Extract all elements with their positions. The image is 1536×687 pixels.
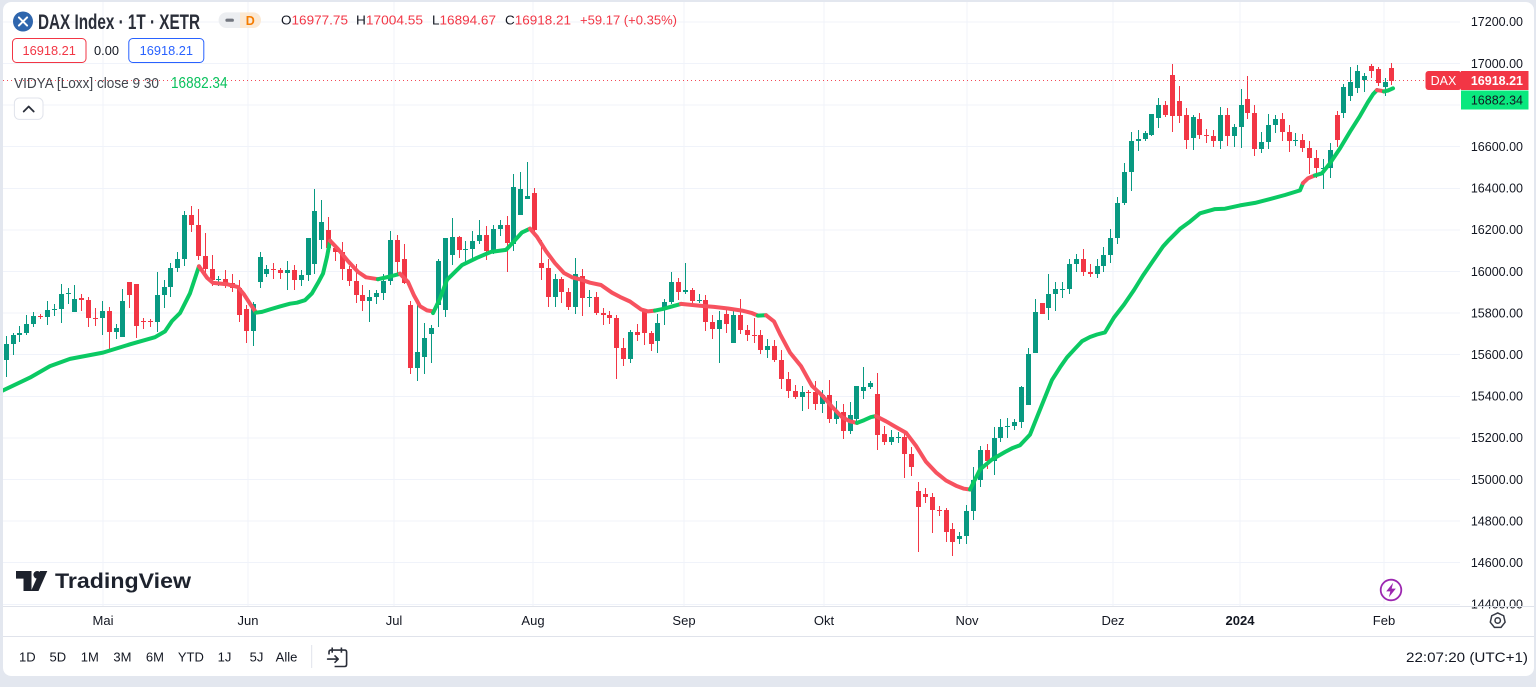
svg-text:1J: 1J	[218, 650, 232, 665]
svg-text:D: D	[246, 14, 255, 28]
svg-text:15400.00: 15400.00	[1471, 390, 1523, 404]
svg-text:Jul: Jul	[386, 613, 403, 628]
svg-text:15600.00: 15600.00	[1471, 348, 1523, 362]
svg-text:Alle: Alle	[276, 650, 298, 665]
svg-text:Feb: Feb	[1373, 613, 1395, 628]
svg-text:16918.21: 16918.21	[23, 43, 76, 58]
svg-text:14400.00: 14400.00	[1471, 598, 1523, 612]
svg-text:VIDYA [Loxx] close 9 30: VIDYA [Loxx] close 9 30	[14, 75, 159, 92]
svg-text:Jun: Jun	[238, 613, 259, 628]
svg-text:TradingView: TradingView	[55, 569, 191, 593]
svg-text:16000.00: 16000.00	[1471, 265, 1523, 279]
svg-text:16400.00: 16400.00	[1471, 182, 1523, 196]
svg-text:6M: 6M	[146, 650, 164, 665]
svg-text:2024: 2024	[1226, 613, 1256, 628]
svg-text:1D: 1D	[19, 650, 36, 665]
svg-text:16600.00: 16600.00	[1471, 140, 1523, 154]
svg-text:1M: 1M	[81, 650, 99, 665]
svg-text:Okt: Okt	[814, 613, 835, 628]
svg-text:L16894.67: L16894.67	[432, 12, 496, 27]
svg-text:Sep: Sep	[672, 613, 695, 628]
svg-text:5J: 5J	[250, 650, 264, 665]
svg-text:DAX Index · 1T · XETR: DAX Index · 1T · XETR	[38, 11, 200, 34]
svg-text:Dez: Dez	[1101, 613, 1124, 628]
svg-text:H17004.55: H17004.55	[356, 12, 423, 27]
svg-text:16918.21: 16918.21	[1471, 74, 1523, 88]
svg-text:15200.00: 15200.00	[1471, 431, 1523, 445]
svg-text:14800.00: 14800.00	[1471, 514, 1523, 528]
svg-text:16882.34: 16882.34	[171, 75, 228, 92]
svg-text:C16918.21: C16918.21	[505, 12, 571, 27]
svg-text:Nov: Nov	[955, 613, 979, 628]
svg-text:17200.00: 17200.00	[1471, 15, 1523, 29]
svg-text:Mai: Mai	[93, 613, 114, 628]
svg-text:Aug: Aug	[521, 613, 544, 628]
svg-text:0.00: 0.00	[94, 43, 119, 58]
svg-text:YTD: YTD	[178, 650, 204, 665]
svg-text:O16977.75: O16977.75	[281, 12, 348, 27]
svg-text:16200.00: 16200.00	[1471, 223, 1523, 237]
svg-text:14600.00: 14600.00	[1471, 556, 1523, 570]
svg-text:15000.00: 15000.00	[1471, 473, 1523, 487]
svg-text:16918.21: 16918.21	[140, 43, 193, 58]
svg-text:5D: 5D	[49, 650, 66, 665]
svg-text:17000.00: 17000.00	[1471, 57, 1523, 71]
svg-text:22:07:20 (UTC+1): 22:07:20 (UTC+1)	[1406, 650, 1528, 665]
svg-text:15800.00: 15800.00	[1471, 306, 1523, 320]
svg-text:DAX: DAX	[1431, 74, 1457, 88]
svg-text:16882.34: 16882.34	[1471, 94, 1523, 108]
svg-text:+59.17 (+0.35%): +59.17 (+0.35%)	[580, 12, 677, 27]
svg-text:3M: 3M	[113, 650, 131, 665]
